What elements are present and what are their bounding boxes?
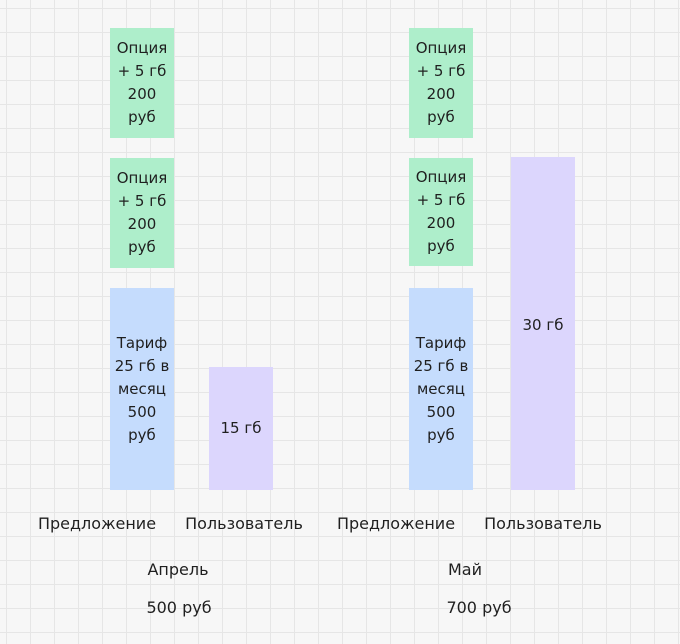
april-month-label: Апрель xyxy=(147,560,209,579)
april-option-1-text: Опция + 5 гб 200 руб xyxy=(116,39,168,126)
april-tariff-text: Тариф 25 гб в месяц 500 руб xyxy=(114,333,170,444)
april-total-label: 500 руб xyxy=(146,598,212,617)
april-tariff-block[interactable]: Тариф 25 гб в месяц 500 руб xyxy=(110,288,174,490)
may-option-block-2[interactable]: Опция + 5 гб 200 руб xyxy=(409,158,473,266)
april-option-block-1[interactable]: Опция + 5 гб 200 руб xyxy=(110,28,174,138)
april-option-2-text: Опция + 5 гб 200 руб xyxy=(116,169,168,256)
may-option-1-text: Опция + 5 гб 200 руб xyxy=(415,39,467,126)
april-user-label: Пользователь xyxy=(185,514,303,533)
april-user-usage-block[interactable]: 15 гб xyxy=(209,367,273,490)
april-option-block-2[interactable]: Опция + 5 гб 200 руб xyxy=(110,158,174,268)
may-total-label: 700 руб xyxy=(446,598,512,617)
may-user-usage-block[interactable]: 30 гб xyxy=(511,157,575,490)
may-offer-label: Предложение xyxy=(336,514,456,533)
may-month-label: Май xyxy=(447,560,483,579)
may-user-label: Пользователь xyxy=(484,514,602,533)
may-option-2-text: Опция + 5 гб 200 руб xyxy=(415,168,467,255)
may-user-usage-text: 30 гб xyxy=(522,316,564,334)
may-option-block-1[interactable]: Опция + 5 гб 200 руб xyxy=(409,28,473,138)
may-tariff-text: Тариф 25 гб в месяц 500 руб xyxy=(413,333,469,444)
april-offer-label: Предложение xyxy=(37,514,157,533)
may-tariff-block[interactable]: Тариф 25 гб в месяц 500 руб xyxy=(409,288,473,490)
april-user-usage-text: 15 гб xyxy=(220,419,262,437)
